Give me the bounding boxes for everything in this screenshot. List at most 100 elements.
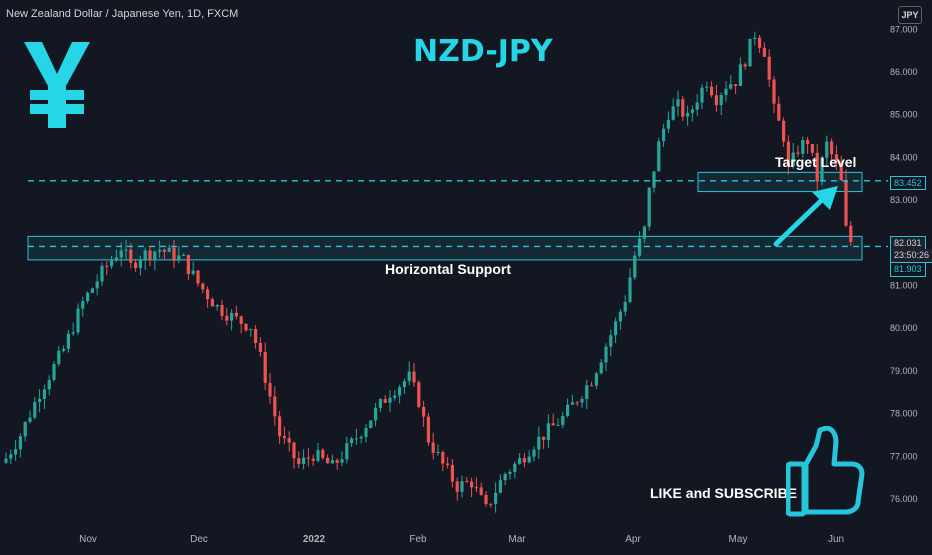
- candle: [158, 240, 162, 258]
- candle: [762, 42, 766, 58]
- candle: [374, 402, 378, 427]
- candle: [292, 441, 296, 469]
- target-price-tag: 83.452: [890, 176, 926, 190]
- y-tick-label: 84.000: [890, 152, 918, 162]
- candle: [599, 358, 603, 375]
- candle: [311, 454, 315, 466]
- candle: [354, 428, 358, 445]
- candle: [282, 426, 286, 444]
- candle: [666, 111, 670, 134]
- candle: [47, 375, 51, 396]
- candle: [796, 145, 800, 157]
- candle: [849, 220, 853, 247]
- candle: [513, 461, 517, 479]
- candle: [700, 84, 704, 110]
- candle: [474, 477, 478, 493]
- candle: [844, 169, 848, 227]
- candle: [105, 261, 109, 276]
- candle: [546, 414, 550, 448]
- candle: [618, 308, 622, 330]
- candle: [249, 328, 253, 337]
- candle: [369, 420, 373, 429]
- symbol-title: New Zealand Dollar / Japanese Yen, 1D, F…: [6, 8, 239, 20]
- yen-icon: [24, 42, 90, 128]
- candle: [417, 380, 421, 409]
- x-tick-label: May: [729, 534, 748, 545]
- candle: [455, 477, 459, 501]
- candle: [551, 413, 555, 426]
- candle: [148, 246, 152, 267]
- y-tick-label: 85.000: [890, 110, 918, 120]
- candle: [484, 491, 488, 507]
- candle: [758, 34, 762, 53]
- candle: [566, 398, 570, 418]
- candle: [52, 361, 56, 382]
- candle: [460, 475, 464, 498]
- candle: [834, 145, 838, 171]
- candle: [801, 136, 805, 158]
- y-tick-label: 87.000: [890, 24, 918, 34]
- candle: [748, 38, 752, 67]
- y-tick-label: 79.000: [890, 366, 918, 376]
- candle: [638, 231, 642, 258]
- candle: [676, 90, 680, 117]
- candle: [695, 94, 699, 116]
- x-tick-label: Feb: [409, 534, 427, 545]
- candle: [441, 450, 445, 472]
- candle: [498, 474, 502, 494]
- candle: [143, 247, 147, 271]
- candle: [14, 439, 18, 461]
- candle: [753, 31, 757, 46]
- candle: [278, 411, 282, 444]
- candle: [719, 92, 723, 116]
- candle: [225, 307, 229, 326]
- candle: [186, 254, 190, 280]
- candle: [42, 384, 46, 410]
- candle: [215, 304, 219, 311]
- candle: [378, 397, 382, 413]
- candle: [177, 246, 181, 264]
- candle: [839, 155, 843, 181]
- candle: [28, 410, 32, 424]
- candle: [450, 459, 454, 488]
- candle: [330, 454, 334, 464]
- candle: [575, 401, 579, 406]
- candle: [287, 431, 291, 452]
- candle: [806, 136, 810, 154]
- candle: [556, 418, 560, 427]
- candle: [647, 187, 651, 231]
- candle: [537, 426, 541, 459]
- candle: [671, 98, 675, 121]
- candle: [340, 451, 344, 467]
- candle: [66, 329, 70, 353]
- candle: [527, 449, 531, 464]
- candle: [714, 84, 718, 112]
- candle: [633, 251, 637, 280]
- candle: [681, 95, 685, 121]
- candle: [33, 396, 37, 420]
- candle: [786, 135, 790, 175]
- target-level-label: Target Level: [775, 154, 857, 170]
- candle: [71, 322, 75, 337]
- candle: [172, 240, 176, 269]
- x-tick-label: Jun: [828, 534, 844, 545]
- support-price-tag: 81.903: [890, 262, 926, 277]
- candle: [57, 346, 61, 367]
- pair-title: NZD-JPY: [413, 34, 553, 69]
- currency-badge[interactable]: JPY: [898, 6, 922, 24]
- candle: [446, 457, 450, 469]
- candle: [364, 423, 368, 443]
- candle: [234, 306, 238, 320]
- candle: [642, 225, 646, 244]
- thumbs-up-icon: [786, 426, 865, 517]
- candle: [210, 297, 214, 307]
- candle: [422, 400, 426, 427]
- candle: [23, 421, 27, 442]
- like-subscribe-label: LIKE and SUBSCRIBE: [650, 485, 798, 501]
- candle: [561, 411, 565, 429]
- candle: [134, 259, 138, 272]
- y-tick-label: 86.000: [890, 67, 918, 77]
- candle: [9, 449, 13, 464]
